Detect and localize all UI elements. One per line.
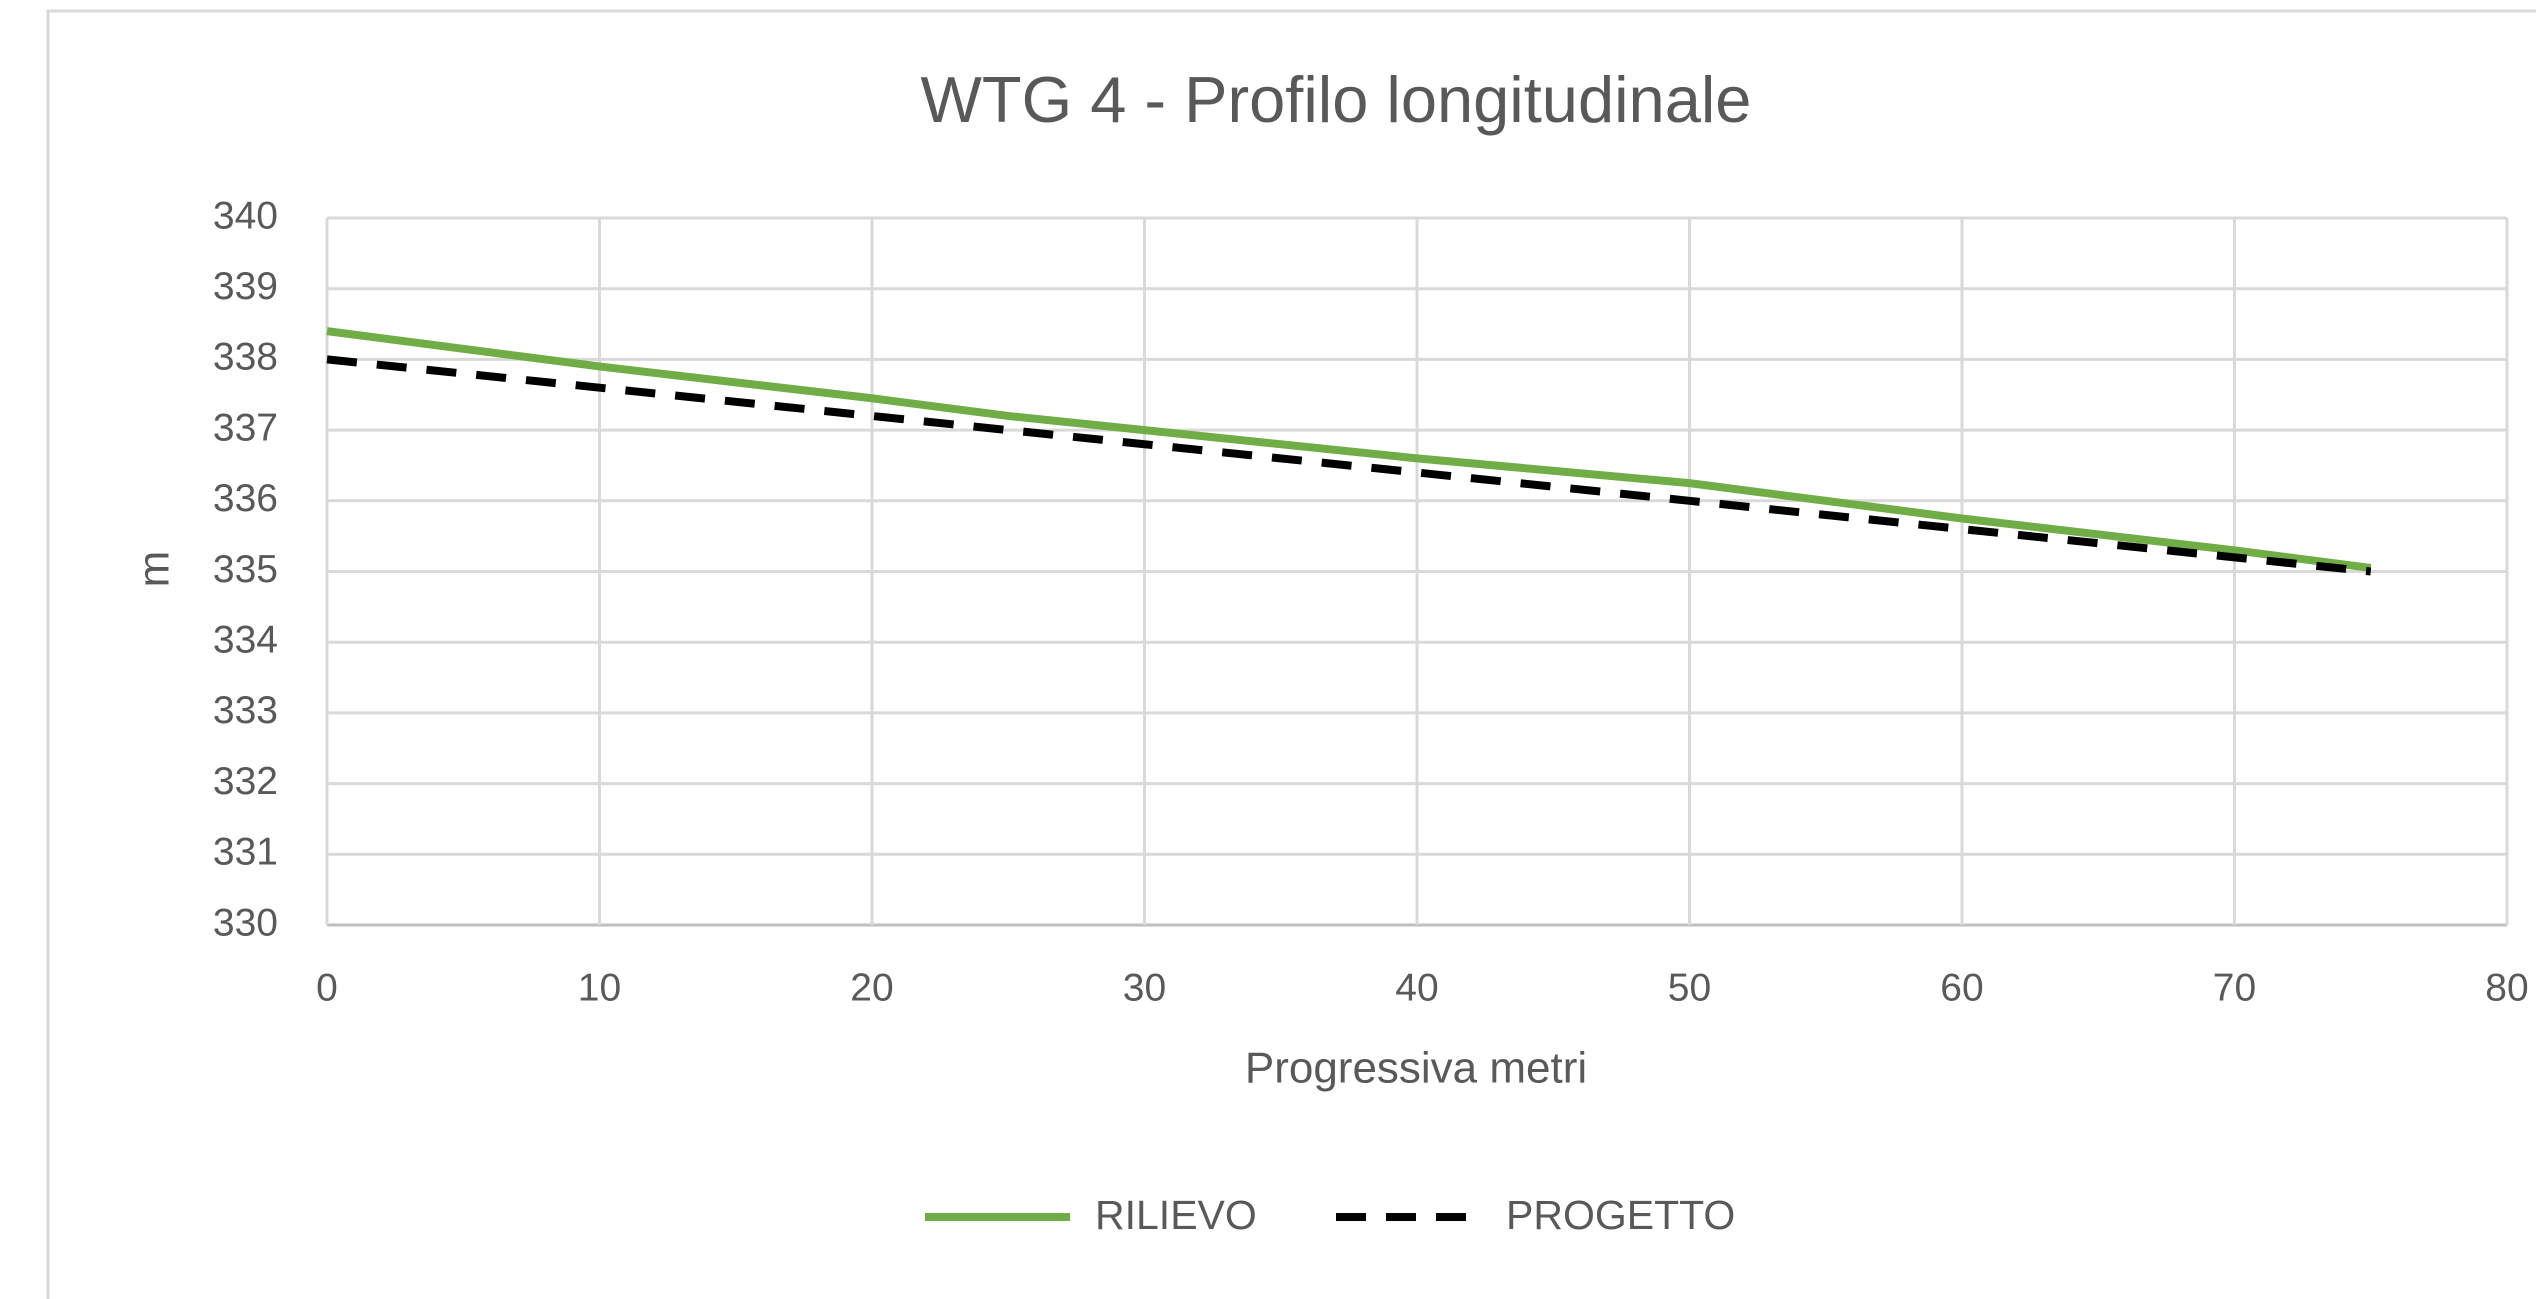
y-tick-label: 335 [213, 548, 278, 591]
y-tick-label: 338 [213, 336, 278, 379]
y-tick-label: 337 [213, 406, 278, 449]
x-tick-label: 30 [1123, 966, 1166, 1009]
y-tick-label: 340 [213, 194, 278, 237]
series-line [326, 355, 2372, 576]
y-tick-label: 339 [213, 265, 278, 308]
legend-label: RILIEVO [1095, 1192, 1257, 1238]
y-tick-label: 330 [213, 901, 278, 944]
x-tick-label: 10 [578, 966, 621, 1009]
y-tick-label: 334 [213, 618, 278, 661]
legend-label: PROGETTO [1506, 1192, 1735, 1238]
x-tick-label: 50 [1668, 966, 1711, 1009]
y-tick-label: 331 [213, 831, 278, 874]
y-tick-label: 333 [213, 689, 278, 732]
x-tick-label: 0 [316, 966, 338, 1009]
y-tick-label: 332 [213, 760, 278, 803]
x-tick-label: 40 [1395, 966, 1438, 1009]
series-line [326, 327, 2372, 572]
x-tick-label: 70 [2213, 966, 2256, 1009]
x-tick-label: 20 [850, 966, 893, 1009]
chart-border [46, 9, 2536, 1299]
y-tick-label: 336 [213, 477, 278, 520]
x-axis-label: Progressiva metri [1245, 1044, 1587, 1093]
x-tick-label: 80 [2485, 966, 2528, 1009]
y-axis-label: m [130, 551, 179, 588]
chart-title: WTG 4 - Profilo longitudinale [921, 63, 1752, 136]
x-tick-label: 60 [1940, 966, 1983, 1009]
